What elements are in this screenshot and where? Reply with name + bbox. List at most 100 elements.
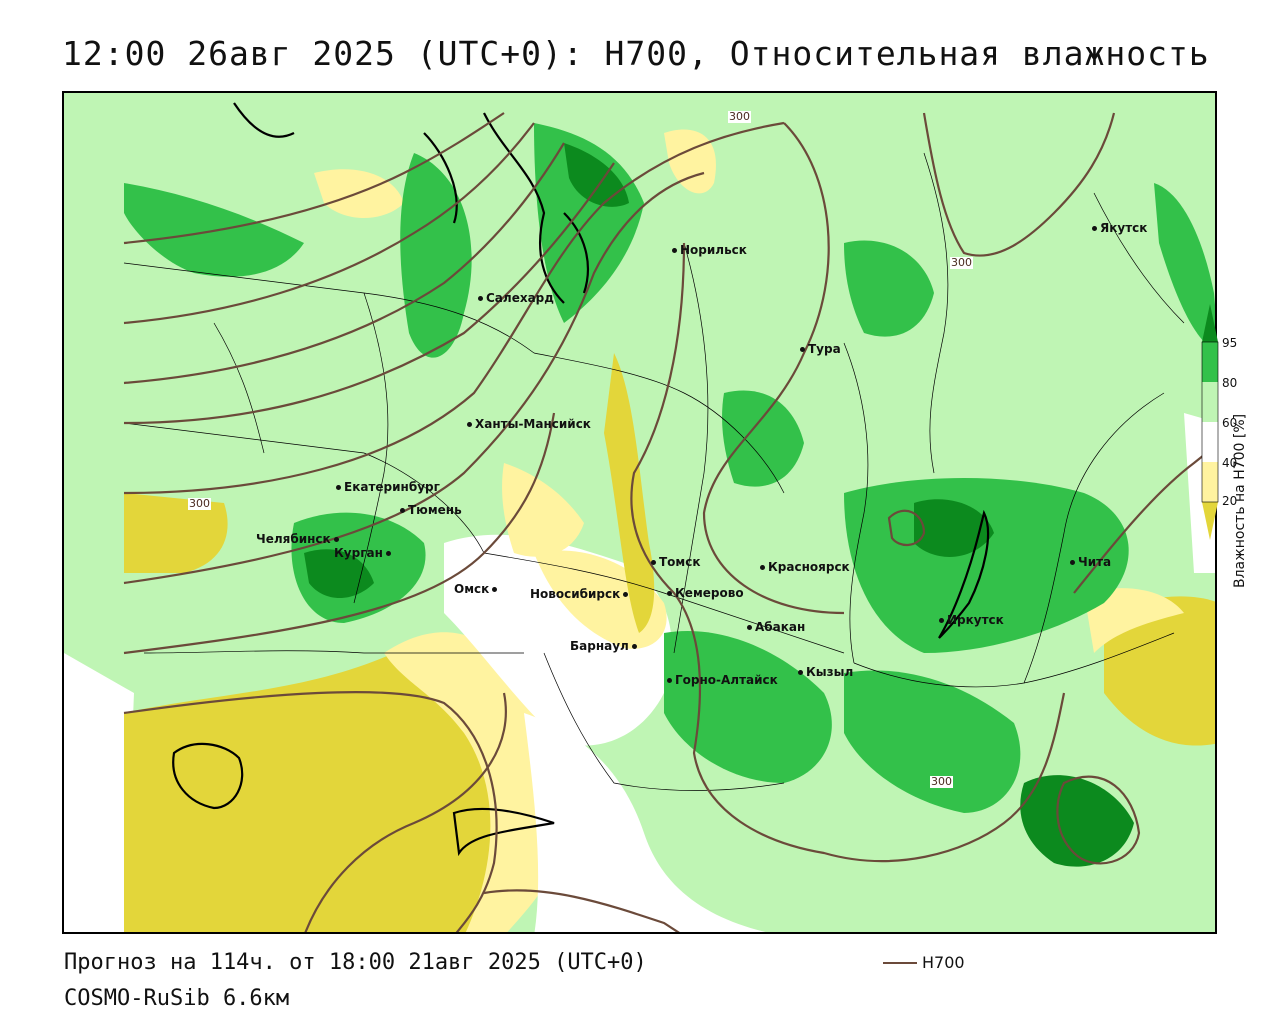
- humid-patch-north-central: [844, 240, 934, 337]
- colorbar-tick-label: 95: [1222, 336, 1238, 350]
- humid-band-ural: [400, 153, 472, 358]
- city-name: Горно-Алтайск: [675, 673, 778, 687]
- humid-patch-northeast: [1154, 183, 1215, 351]
- city-name: Новосибирск: [530, 587, 621, 601]
- outside-domain-west: [64, 653, 134, 932]
- region-borders: [123, 152, 1185, 791]
- city-name: Кызыл: [806, 665, 854, 679]
- city-marker[interactable]: Кызыл: [798, 665, 853, 679]
- city-marker[interactable]: Салехард: [478, 291, 554, 305]
- city-dot-icon: [760, 565, 765, 570]
- colorbar-tick-label: 20: [1222, 494, 1238, 508]
- colorbar-segment-80: [1202, 342, 1218, 382]
- city-name: Томск: [659, 555, 701, 569]
- colorbar-segment-95: [1202, 304, 1218, 342]
- moderate-humidity-south: [524, 713, 766, 932]
- h700-contours: [123, 112, 1215, 932]
- city-dot-icon: [1070, 560, 1075, 565]
- city-marker[interactable]: Челябинск: [256, 532, 342, 546]
- city-name: Ханты-Мансийск: [475, 417, 591, 431]
- very-humid-core-kurgan: [304, 549, 374, 598]
- city-dot-icon: [333, 537, 339, 542]
- humid-region-sayan: [844, 670, 1021, 813]
- dry-patch-west: [124, 493, 228, 573]
- contour-label: 300: [728, 110, 751, 123]
- city-marker[interactable]: Тюмень: [400, 503, 462, 517]
- map-area[interactable]: 300 300 300 300 Якутск Норильск Салехард…: [62, 91, 1217, 934]
- colorbar-title: Влажность на H700 [%]: [1232, 413, 1248, 588]
- city-name: Тюмень: [408, 503, 462, 517]
- city-marker[interactable]: Тура: [800, 342, 841, 356]
- colorbar-segment-40: [1202, 422, 1218, 462]
- city-marker[interactable]: Абакан: [747, 620, 805, 634]
- humid-region-yamal: [534, 123, 644, 323]
- coastline-arctic: [233, 102, 589, 304]
- city-dot-icon: [651, 560, 656, 565]
- city-marker[interactable]: Курган: [334, 546, 394, 560]
- contour-label: 300: [930, 775, 953, 788]
- colorbar-tick-label: 80: [1222, 376, 1238, 390]
- city-name: Якутск: [1100, 221, 1148, 235]
- humid-region-altai: [664, 631, 832, 783]
- city-marker[interactable]: Екатеринбург: [336, 480, 440, 494]
- colorbar: [1201, 304, 1219, 540]
- city-name: Омск: [454, 582, 490, 596]
- city-dot-icon: [400, 508, 405, 513]
- city-marker[interactable]: Норильск: [672, 243, 747, 257]
- city-name: Кемерово: [675, 586, 744, 600]
- baikal-lake-outline: [938, 509, 990, 639]
- city-marker[interactable]: Чита: [1070, 555, 1111, 569]
- city-marker[interactable]: Томск: [651, 555, 701, 569]
- city-marker[interactable]: Барнаул: [570, 639, 640, 653]
- city-dot-icon: [467, 422, 472, 427]
- city-dot-icon: [336, 485, 341, 490]
- city-dot-icon: [478, 296, 483, 301]
- city-marker[interactable]: Кемерово: [667, 586, 744, 600]
- humid-patch-central: [722, 390, 804, 487]
- city-dot-icon: [631, 644, 637, 649]
- dry-patch-west-central: [502, 463, 584, 557]
- model-name: COSMO-RuSib 6.6км: [64, 986, 290, 1011]
- city-name: Иркутск: [947, 613, 1004, 627]
- dry-region-southwest: [124, 653, 539, 932]
- legend-line-swatch: [883, 962, 917, 964]
- city-name: Екатеринбург: [344, 480, 440, 494]
- city-marker[interactable]: Иркутск: [939, 613, 1004, 627]
- city-dot-icon: [385, 551, 391, 556]
- city-dot-icon: [747, 625, 752, 630]
- colorbar-tick-label: 60: [1222, 416, 1238, 430]
- city-marker[interactable]: Новосибирск: [530, 587, 631, 601]
- city-name: Салехард: [486, 291, 554, 305]
- aral-sea-outline: [172, 742, 244, 810]
- city-marker[interactable]: Ханты-Мансийск: [467, 417, 591, 431]
- humidity-field: [64, 93, 1215, 932]
- very-humid-core-east: [1020, 775, 1134, 867]
- city-name: Тура: [808, 342, 841, 356]
- city-marker[interactable]: Горно-Алтайск: [667, 673, 778, 687]
- city-marker[interactable]: Якутск: [1092, 221, 1147, 235]
- contour-label: 300: [188, 497, 211, 510]
- very-humid-core-north: [564, 143, 629, 207]
- dry-transition-southwest: [384, 632, 573, 932]
- colorbar-tick-label: 40: [1222, 456, 1238, 470]
- very-humid-core-irkutsk: [914, 499, 994, 557]
- colorbar-segment-0: [1202, 502, 1218, 540]
- dry-streak-central: [604, 353, 655, 633]
- legend-line-label: H700: [922, 953, 965, 972]
- colorbar-segment-60: [1202, 382, 1218, 422]
- dry-transition-east: [1084, 588, 1184, 653]
- city-name: Барнаул: [570, 639, 629, 653]
- city-marker[interactable]: Омск: [454, 582, 500, 596]
- city-dot-icon: [800, 347, 805, 352]
- city-name: Абакан: [755, 620, 806, 634]
- city-dot-icon: [798, 670, 803, 675]
- city-name: Курган: [334, 546, 383, 560]
- city-name: Красноярск: [768, 560, 850, 574]
- city-marker[interactable]: Красноярск: [760, 560, 850, 574]
- city-dot-icon: [667, 591, 672, 596]
- dry-region-east: [1104, 596, 1215, 746]
- city-name: Норильск: [680, 243, 747, 257]
- city-dot-icon: [672, 248, 677, 253]
- colorbar-segment-20: [1202, 462, 1218, 502]
- city-dot-icon: [667, 678, 672, 683]
